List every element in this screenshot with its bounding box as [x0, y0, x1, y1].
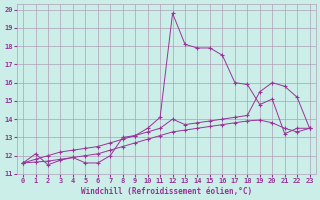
X-axis label: Windchill (Refroidissement éolien,°C): Windchill (Refroidissement éolien,°C): [81, 187, 252, 196]
